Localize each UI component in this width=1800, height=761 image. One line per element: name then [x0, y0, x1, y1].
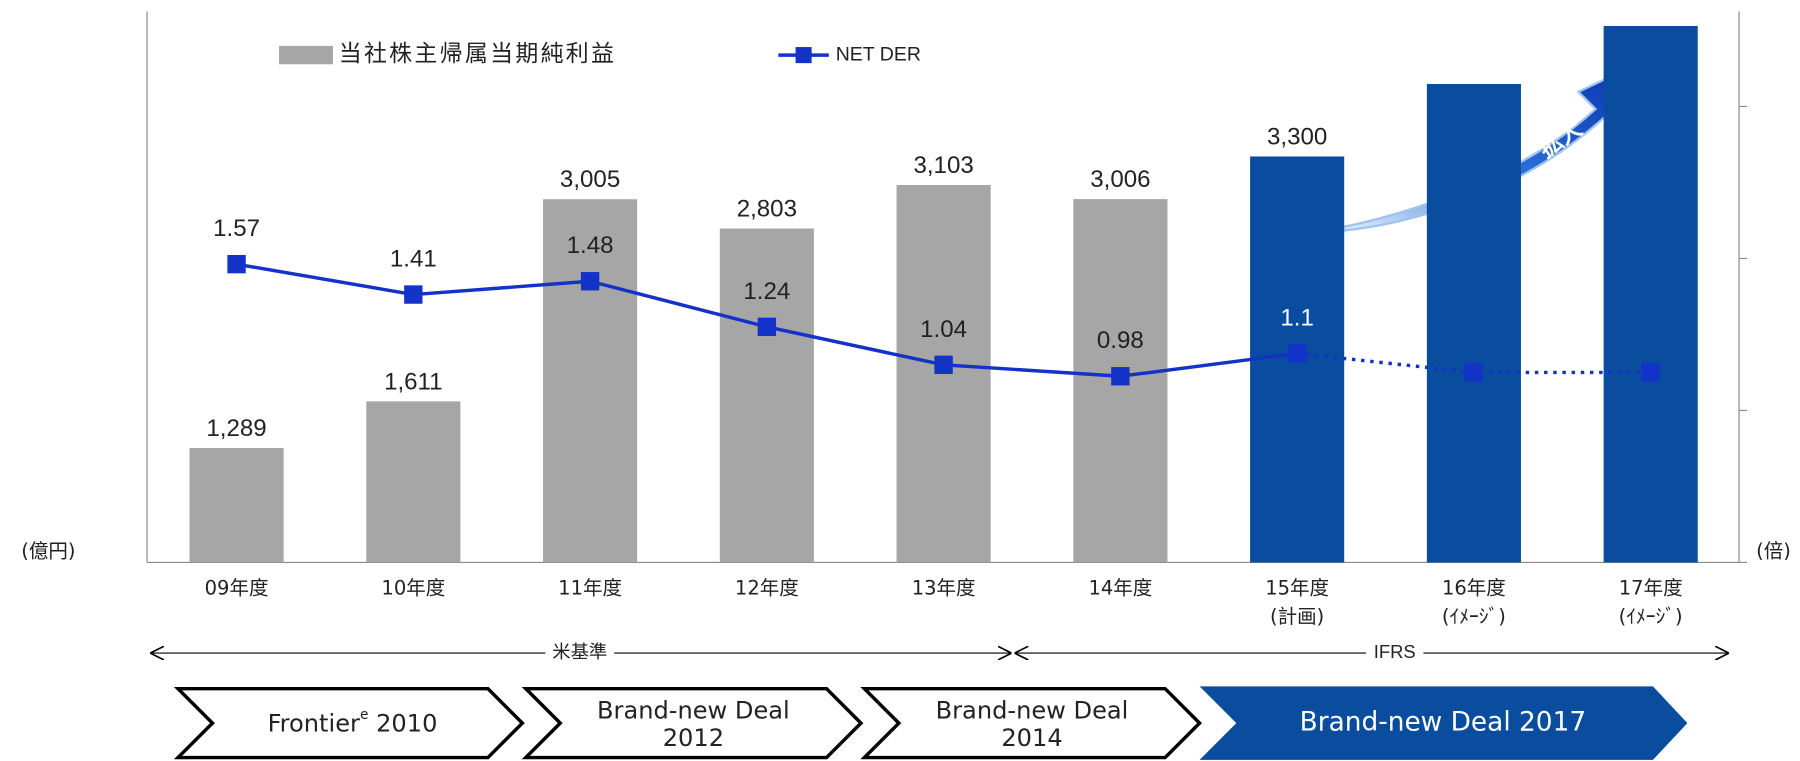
- line-value-label: 1.41: [390, 245, 437, 272]
- bar-value-label: 3,006: [1090, 166, 1150, 193]
- line-marker: [1641, 363, 1660, 382]
- x-tick-label: 17年度: [1619, 576, 1683, 599]
- bar: [366, 401, 461, 563]
- phase-chevron: [1199, 686, 1688, 760]
- bar-value-label: 3,300: [1267, 123, 1327, 150]
- x-tick-note: (計画): [1270, 605, 1324, 628]
- phase-label: 2012: [663, 724, 724, 752]
- line-value-label: 1.24: [743, 278, 790, 305]
- line-value-label: 1.57: [213, 215, 260, 242]
- x-tick-label: 13年度: [912, 576, 976, 599]
- line-marker: [1287, 344, 1307, 363]
- phase-chevron: [173, 686, 525, 760]
- x-tick-note: (ｲﾒｰｼﾞ): [1442, 605, 1506, 628]
- phase-label: Brand-new Deal 2017: [1300, 708, 1587, 738]
- legend-swatch: [795, 47, 812, 64]
- bar-value-label: 1,611: [384, 368, 443, 395]
- bar-value-label: 3,005: [560, 166, 620, 193]
- line-marker: [934, 355, 953, 375]
- label-bg: [1366, 640, 1424, 666]
- bar: [1426, 83, 1521, 563]
- legend-label: NET DER: [836, 43, 921, 65]
- line-marker: [757, 317, 777, 337]
- y-axis-label: (億円): [21, 540, 75, 563]
- standard-label: IFRS: [1374, 641, 1416, 662]
- bar-value-label: 1,289: [206, 415, 266, 442]
- bar-value-label: 3,103: [913, 152, 973, 179]
- line-marker: [580, 272, 600, 291]
- bar: [543, 199, 638, 563]
- x-tick-label: 16年度: [1442, 576, 1506, 599]
- x-tick-label: 10年度: [381, 576, 445, 599]
- phase-chevron: [521, 686, 864, 760]
- x-tick-label: 11年度: [558, 576, 622, 599]
- x-tick-label: 15年度: [1265, 576, 1329, 599]
- phase-label: Brand-new Deal: [597, 697, 790, 725]
- line-marker: [227, 254, 246, 274]
- line-marker: [1464, 363, 1484, 382]
- standard-label: 米基準: [552, 642, 607, 663]
- line-value-label: 1.1: [1280, 304, 1313, 331]
- x-tick-note: (ｲﾒｰｼﾞ): [1619, 605, 1683, 628]
- x-tick-label: 09年度: [205, 576, 269, 599]
- line-value-label: 1.48: [567, 232, 614, 259]
- label-bg: [545, 640, 615, 666]
- legend-label: 当社株主帰属当期純利益: [339, 40, 617, 66]
- x-tick-label: 12年度: [735, 576, 799, 599]
- phase-label: Frontiere 2010: [268, 707, 438, 737]
- x-tick-label: 14年度: [1088, 576, 1152, 599]
- phase-label: Brand-new Deal: [936, 697, 1129, 725]
- y2-axis-label: (倍): [1756, 540, 1791, 563]
- line-marker: [404, 285, 423, 304]
- bar: [719, 228, 814, 563]
- phase-label: 2014: [1001, 724, 1062, 752]
- line-marker: [1111, 367, 1130, 386]
- legend-swatch: [279, 45, 333, 65]
- bar: [1603, 25, 1698, 563]
- phase-chevron: [860, 686, 1203, 760]
- bar-value-label: 2,803: [737, 196, 797, 223]
- line-value-label: 1.04: [920, 316, 967, 343]
- bar: [189, 448, 284, 563]
- line-value-label: 0.98: [1097, 327, 1144, 354]
